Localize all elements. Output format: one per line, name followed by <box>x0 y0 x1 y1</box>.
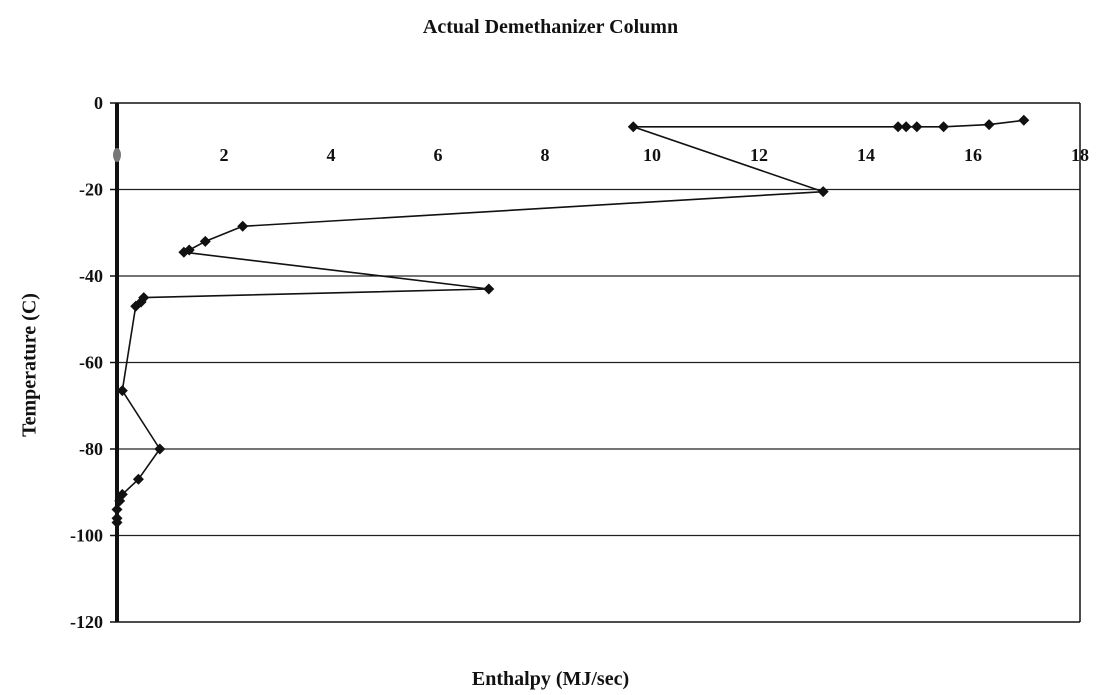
data-point-diamond <box>132 473 144 485</box>
data-point-diamond <box>199 235 211 247</box>
y-tick-label: 0 <box>94 93 103 113</box>
data-point-diamond <box>111 504 123 516</box>
data-point-diamond <box>892 121 904 133</box>
y-tick-label: -60 <box>79 353 103 373</box>
data-point-diamond <box>154 443 166 455</box>
y-tick-label: -80 <box>79 439 103 459</box>
data-point-diamond <box>911 121 923 133</box>
y-tick-labels: 0 -20 -40 -60 -80 -100 -120 <box>70 93 117 632</box>
x-tick-label: 6 <box>434 145 443 165</box>
data-point-diamond <box>900 121 912 133</box>
data-point-diamond <box>627 121 639 133</box>
data-point-diamond <box>130 300 142 312</box>
chart-title: Actual Demethanizer Column <box>422 16 679 38</box>
data-point-diamond <box>938 121 950 133</box>
x-tick-label: 2 <box>220 145 229 165</box>
series-line <box>116 119 1024 523</box>
data-point-diamond <box>1018 114 1030 126</box>
y-tick-label: -40 <box>79 266 103 286</box>
x-tick-labels: 2 4 6 8 10 12 14 16 18 <box>113 145 1089 165</box>
x-axis-label: Enthalpy (MJ/sec) <box>471 668 630 690</box>
data-point-diamond <box>111 517 123 529</box>
x-tick-label: 8 <box>541 145 550 165</box>
grid-lines <box>117 188 1080 537</box>
x-tick-label: 18 <box>1071 145 1089 165</box>
data-point-diamond <box>116 385 128 397</box>
data-point-diamond <box>817 186 829 198</box>
y-tick-label: -120 <box>70 612 103 632</box>
data-point-diamond <box>114 495 126 507</box>
x-tick-label: 10 <box>643 145 661 165</box>
x-tick-zero-marker <box>113 148 121 162</box>
x-tick-label: 12 <box>750 145 768 165</box>
x-tick-label: 14 <box>857 145 875 165</box>
series-layer <box>111 114 1030 529</box>
data-point-diamond <box>983 119 995 131</box>
x-tick-label: 16 <box>964 145 982 165</box>
data-point-diamond <box>483 283 495 295</box>
y-tick-label: -100 <box>70 526 103 546</box>
data-point-diamond <box>178 246 190 258</box>
x-tick-label: 4 <box>327 145 336 165</box>
data-point-diamond <box>237 220 249 232</box>
y-tick-label: -20 <box>79 180 103 200</box>
